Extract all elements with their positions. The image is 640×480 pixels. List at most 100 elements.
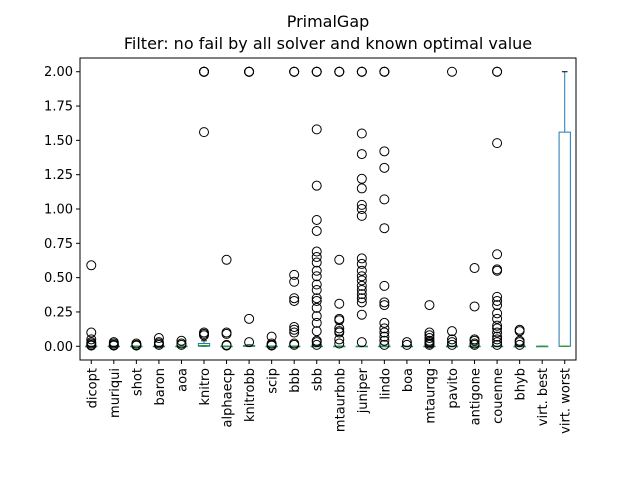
x-tick-label: antigone [469,368,484,425]
x-tick-label: couenne [491,368,506,424]
flier-point [311,271,322,282]
flier-point [379,297,390,308]
y-tick-label: 0.00 [44,340,73,355]
flier-point [379,317,390,328]
flier-point [356,284,367,295]
flier-point [356,149,367,160]
flier-point [311,284,322,295]
box-group [400,337,414,350]
flier-point [424,327,435,338]
y-tick-label: 1.25 [44,168,73,183]
flier-point [379,339,390,350]
x-tick-label: bbb [288,368,303,393]
flier-point [469,263,480,274]
x-axis: dicopt muriqui shot baron aoa knitro alphaecp k… [85,360,574,434]
flier-point [447,326,457,337]
y-tick-label: 1.00 [44,203,73,218]
flier-point [492,327,503,338]
flier-point [492,291,503,302]
flier-point [311,124,322,135]
box-group [490,66,504,350]
x-tick-label: shot [130,368,145,396]
box-group [197,66,211,347]
flier-point [379,331,390,342]
flier-point [289,295,300,306]
flier-point [492,249,503,260]
flier-point [356,275,367,286]
flier-point [379,335,390,346]
flier-point [289,327,300,338]
flier-point [311,252,322,263]
flier-point [356,289,367,300]
y-axis: 0.00 0.25 0.50 0.75 1.00 1.25 1.50 1.75 2.00 [44,65,80,355]
y-tick-label: 0.50 [44,271,73,286]
flier-point [492,331,503,342]
flier-point [492,66,503,77]
flier-point [334,323,345,334]
flier-point [289,322,300,333]
flier-point [356,337,367,348]
flier-point [492,308,503,319]
flier-point [492,334,503,345]
flier-point [176,335,187,346]
flier-point [356,173,367,184]
flier-point [311,246,322,257]
flier-point [492,320,503,331]
y-tick-label: 1.75 [44,100,73,115]
flier-point [424,333,435,344]
flier-point [311,311,322,322]
flier-point [334,254,345,265]
flier-point [311,66,322,77]
x-tick-label: dicopt [85,368,100,408]
flier-point [199,330,209,341]
flier-point [244,337,255,348]
flier-point [356,204,367,214]
x-tick-label: bhyb [514,368,529,400]
box-group [152,333,166,350]
flier-point [311,279,322,290]
flier-point [356,199,367,210]
flier-point [469,339,480,350]
flier-point [447,337,457,348]
x-tick-label: lindo [378,368,393,400]
box-group [445,66,459,350]
chart-subtitle: Filter: no fail by all solver and known … [124,34,532,53]
y-tick-label: 1.50 [44,134,73,149]
flier-point [221,254,232,265]
flier-point [86,260,97,271]
flier-point [289,293,300,304]
box-group [378,66,391,350]
flier-point [469,335,480,346]
flier-point [379,223,390,234]
flier-point [356,293,367,304]
x-tick-label: knitrobb [243,368,258,422]
flier-point [356,210,367,221]
flier-point [153,333,164,344]
flier-point [334,298,345,309]
flier-point [311,293,322,304]
x-tick-label: virt. worst [559,368,574,434]
flier-point [289,276,300,287]
flier-point [379,300,390,311]
box-group [288,66,301,350]
flier-point [289,269,300,280]
box-group [536,345,549,348]
flier-point [356,128,367,139]
flier-point [356,265,367,276]
flier-point [334,327,345,338]
flier-point [424,300,435,311]
y-tick-label: 0.25 [44,305,73,320]
flier-point [514,337,525,348]
flier-point [379,194,390,205]
flier-point [379,162,390,173]
flier-point [492,313,503,324]
flier-point [311,302,322,313]
box-group [423,300,436,350]
flier-point [356,183,367,194]
box [558,131,571,347]
box-group [175,335,188,350]
flier-point [424,330,435,341]
flier-point [266,340,277,351]
flier-point [131,340,142,351]
